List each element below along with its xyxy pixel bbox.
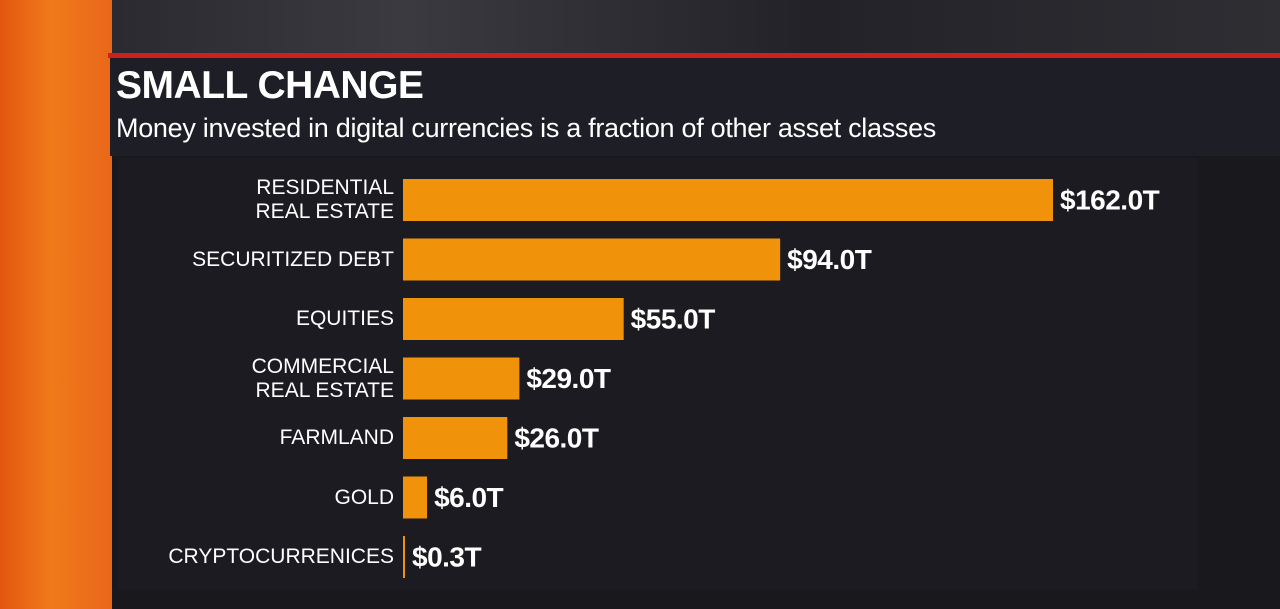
category-label: RESIDENTIAL REAL ESTATE [255,176,394,223]
category-label: CRYPTOCURRENICES [168,545,394,568]
value-label: $26.0T [514,422,599,453]
chart-title: SMALL CHANGE [116,64,424,107]
category-label: FARMLAND [279,426,394,449]
chart-subtitle: Money invested in digital currencies is … [116,113,937,143]
bar [403,357,520,400]
value-label: $6.0T [434,482,503,513]
bar [403,476,428,519]
value-label: $55.0T [631,303,716,334]
value-label: $0.3T [412,541,481,572]
bar [403,179,1053,221]
category-label: GOLD [334,485,394,509]
top-bar [112,0,1280,54]
bar [403,417,508,459]
accent-line [108,53,1280,58]
category-label: EQUITIES [295,307,394,330]
header-panel [110,58,1280,156]
bar [403,536,405,578]
chart-panel [118,158,1198,590]
category-label: SECURITIZED DEBT [192,247,394,271]
value-label: $29.0T [526,363,611,394]
value-label: $94.0T [787,244,872,275]
category-label: COMMERCIAL REAL ESTATE [251,354,394,402]
bar [403,298,624,340]
bar [403,238,781,281]
value-label: $162.0T [1060,184,1160,215]
side-stripe [0,0,112,609]
